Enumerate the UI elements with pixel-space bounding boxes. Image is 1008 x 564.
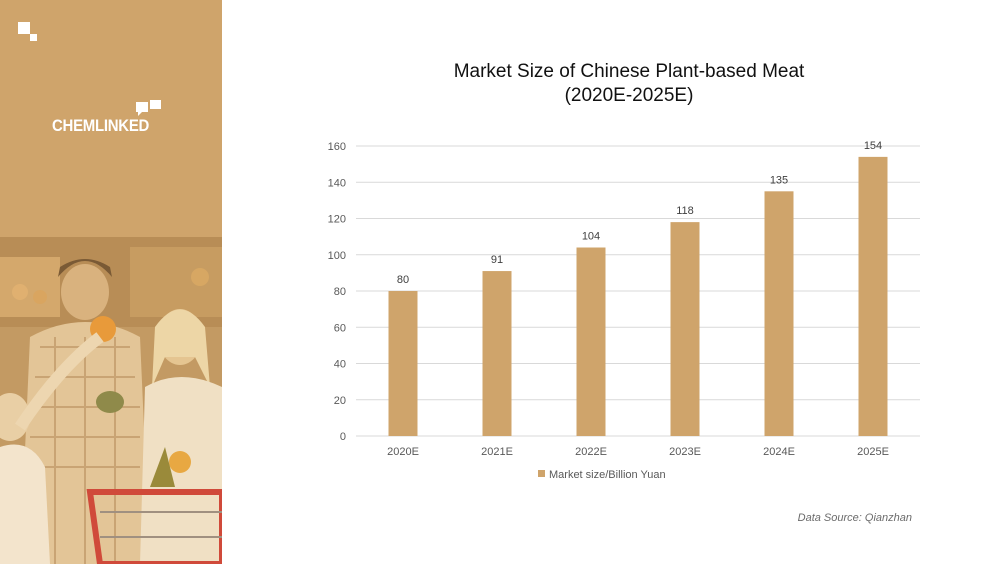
data-label: 80 (397, 274, 409, 286)
bar (764, 191, 794, 436)
title-line-2: (2020E-2025E) (564, 85, 694, 106)
y-tick-label: 100 (328, 250, 346, 262)
data-label: 91 (491, 254, 503, 266)
x-tick-label: 2023E (669, 446, 701, 458)
y-tick-label: 60 (334, 322, 346, 334)
x-tick-label: 2021E (481, 446, 513, 458)
slide-title: Market Size of Chinese Plant-based Meat … (420, 60, 838, 108)
data-source-note: Data Source: Qianzhan (797, 512, 912, 524)
data-label: 118 (676, 205, 694, 217)
x-tick-label: 2024E (763, 446, 795, 458)
bar-chart: 0 20 40 60 80 100 120 140 160 80 2020E 91 2021E 104 20… (328, 140, 920, 481)
bar (388, 291, 418, 436)
data-label: 104 (582, 231, 600, 243)
y-tick-label: 0 (340, 431, 346, 443)
y-tick-label: 20 (334, 395, 346, 407)
bar (858, 156, 888, 436)
y-tick-label: 40 (334, 359, 346, 371)
bar (482, 271, 512, 436)
logo-squares-icon (18, 22, 38, 42)
brand-logo: CHEMLINKED (52, 100, 172, 140)
legend-swatch (538, 470, 545, 477)
chat-bubbles-icon (136, 100, 161, 116)
x-tick-label: 2025E (857, 446, 889, 458)
data-label: 135 (770, 174, 788, 186)
x-tick-label: 2020E (387, 446, 419, 458)
brand-name: CHEMLINKED (52, 116, 150, 135)
title-line-1: Market Size of Chinese Plant-based Meat (453, 61, 805, 82)
brand-sidebar: CHEMLINKED (0, 0, 222, 564)
bar (576, 247, 606, 436)
legend-label: Market size/Billion Yuan (549, 469, 666, 481)
y-tick-label: 160 (328, 141, 346, 153)
bar (670, 222, 700, 436)
y-tick-label: 120 (328, 214, 346, 226)
data-label: 154 (864, 140, 882, 152)
y-tick-label: 80 (334, 286, 346, 298)
x-tick-label: 2022E (575, 446, 607, 458)
y-tick-label: 140 (328, 177, 346, 189)
family-shopping-photo (0, 237, 222, 564)
